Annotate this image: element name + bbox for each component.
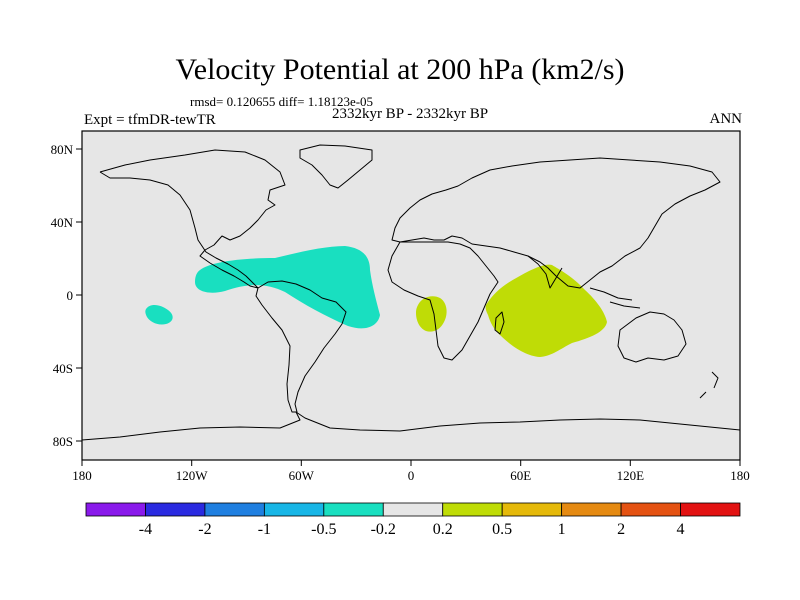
y-tick-label: 40S xyxy=(53,361,73,376)
x-tick-label: 60E xyxy=(510,468,531,483)
colorbar-swatch xyxy=(85,502,146,517)
colorbar-label: -4 xyxy=(139,521,152,538)
x-tick-label: 60W xyxy=(289,468,315,483)
y-tick-label: 80S xyxy=(53,434,73,449)
madagascar-coast xyxy=(494,311,505,335)
greenland-coast xyxy=(299,144,373,189)
colorbar-label: -1 xyxy=(258,521,271,538)
new-zealand-coast xyxy=(699,371,719,399)
colorbar-swatch xyxy=(382,502,444,517)
africa-coast xyxy=(387,241,499,361)
map-background xyxy=(82,131,740,460)
x-tick-label: 180 xyxy=(730,468,750,483)
colorbar-swatch xyxy=(620,502,681,517)
colorbar-label: -0.2 xyxy=(371,521,396,538)
southeast-asia-islands xyxy=(589,287,641,309)
colorbar-swatch xyxy=(145,502,206,517)
colorbar: -4 -2 -1 -0.5 -0.2 0.2 0.5 1 2 4 xyxy=(85,502,741,538)
colorbar-swatch xyxy=(323,502,384,517)
y-tick-label: 0 xyxy=(67,288,74,303)
south-america-coast xyxy=(255,280,347,413)
rmsd-diff-stats: rmsd= 0.120655 diff= 1.18123e-05 xyxy=(190,94,374,109)
x-tick-label: 120W xyxy=(176,468,209,483)
europe-asia-coast xyxy=(391,157,721,289)
coastlines xyxy=(81,144,741,441)
southern-africa-positive-region xyxy=(416,296,447,332)
colorbar-label: -2 xyxy=(198,521,211,538)
antarctica-coast xyxy=(81,411,741,441)
colorbar-label: -0.5 xyxy=(311,521,336,538)
x-tick-label: 0 xyxy=(408,468,415,483)
colorbar-label: 0.2 xyxy=(433,521,453,538)
colorbar-swatch xyxy=(442,502,503,517)
experiment-label: Expt = tfmDR-tewTR xyxy=(84,112,216,128)
australia-coast xyxy=(617,311,687,363)
colorbar-swatch xyxy=(561,502,622,517)
time-subtitle: 2332kyr BP - 2332kyr BP xyxy=(331,106,489,122)
colorbar-swatch xyxy=(204,502,265,517)
colorbar-swatch xyxy=(263,502,325,517)
map-title: Velocity Potential at 200 hPa (km2/s) xyxy=(175,53,625,86)
colorbar-label: 1 xyxy=(558,521,566,538)
x-tick-label: 180 xyxy=(72,468,92,483)
india-coast xyxy=(527,255,563,289)
colorbar-label: 0.5 xyxy=(492,521,512,538)
axis-ticks xyxy=(76,148,741,466)
x-tick-label: 120E xyxy=(617,468,645,483)
y-tick-label: 80N xyxy=(51,142,74,157)
colorbar-label: 2 xyxy=(617,521,625,538)
season-label: ANN xyxy=(709,111,743,127)
colorbar-swatch xyxy=(680,502,741,517)
north-america-coast xyxy=(99,149,286,289)
central-pacific-negative-region xyxy=(145,304,173,325)
colorbar-swatch xyxy=(501,502,563,517)
y-tick-label: 40N xyxy=(51,215,74,230)
tropical-atlantic-negative-region xyxy=(195,246,380,329)
colorbar-label: 4 xyxy=(677,521,685,538)
